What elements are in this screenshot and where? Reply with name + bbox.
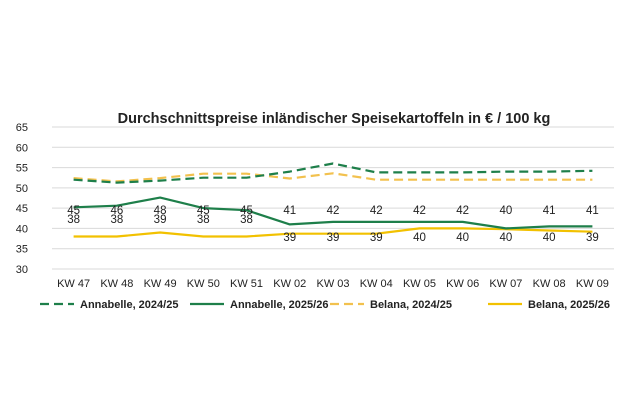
x-tick-label: KW 49 [144, 278, 177, 290]
chart-title: Durchschnittspreise inländischer Speisek… [118, 111, 551, 127]
series-lines [73, 162, 593, 238]
data-label: 38 [110, 214, 123, 226]
x-tick-label: KW 02 [273, 278, 306, 290]
data-labels: 45 46 48 45 45 41 42 42 42 42 40 41 41 38 38 39 38 38 39 39… [67, 205, 599, 244]
y-tick-label: 60 [16, 142, 28, 154]
y-tick-label: 40 [16, 223, 28, 235]
data-label: 45 [197, 205, 210, 217]
x-tick-label: KW 48 [100, 278, 133, 290]
legend-label: Annabelle, 2025/26 [230, 299, 328, 311]
y-tick-label: 55 [16, 163, 28, 175]
data-label: 38 [240, 214, 253, 226]
y-tick-label: 30 [16, 264, 28, 276]
legend: Annabelle, 2024/25 Annabelle, 2025/26 Bela… [40, 299, 610, 311]
data-label: 40 [500, 205, 513, 217]
y-tick-label: 50 [16, 183, 28, 195]
x-axis-ticks: KW 47 KW 48 KW 49 KW 50 KW 51 KW 02 KW 03 KW 04… [57, 278, 609, 290]
data-label: 42 [456, 205, 469, 217]
data-label: 39 [154, 214, 167, 226]
y-tick-label: 45 [16, 203, 28, 215]
series-line-0 [73, 162, 593, 184]
x-tick-label: KW 05 [403, 278, 436, 290]
data-label: 40 [413, 232, 426, 244]
data-label: 46 [110, 205, 123, 217]
x-tick-label: KW 09 [576, 278, 609, 290]
legend-label: Annabelle, 2024/25 [80, 299, 178, 311]
gridlines [52, 126, 614, 270]
data-label: 45 [67, 205, 80, 217]
data-label: 41 [543, 205, 556, 217]
data-label: 42 [370, 205, 383, 217]
data-label: 45 [240, 205, 253, 217]
data-label: 42 [413, 205, 426, 217]
legend-label: Belana, 2025/26 [528, 299, 610, 311]
x-tick-label: KW 08 [533, 278, 566, 290]
data-label: 39 [327, 232, 340, 244]
y-tick-label: 35 [16, 244, 28, 256]
y-axis-ticks: 65 60 55 50 45 40 35 30 [16, 122, 28, 276]
data-label: 39 [586, 232, 599, 244]
series-line-1 [73, 196, 593, 230]
data-label: 40 [500, 232, 513, 244]
data-label: 38 [197, 214, 210, 226]
series-line-2 [73, 172, 593, 183]
data-label: 48 [154, 205, 167, 217]
data-label: 42 [327, 205, 340, 217]
x-tick-label: KW 07 [489, 278, 522, 290]
x-tick-label: KW 04 [360, 278, 393, 290]
x-tick-label: KW 51 [230, 278, 263, 290]
data-label: 39 [370, 232, 383, 244]
data-label: 38 [67, 214, 80, 226]
data-label: 41 [586, 205, 599, 217]
x-tick-label: KW 50 [187, 278, 220, 290]
legend-label: Belana, 2024/25 [370, 299, 452, 311]
y-tick-label: 65 [16, 122, 28, 134]
data-label: 40 [543, 232, 556, 244]
x-tick-label: KW 03 [316, 278, 349, 290]
data-label: 40 [456, 232, 469, 244]
x-tick-label: KW 06 [446, 278, 479, 290]
data-label: 41 [283, 205, 296, 217]
x-tick-label: KW 47 [57, 278, 90, 290]
data-label: 39 [283, 232, 296, 244]
